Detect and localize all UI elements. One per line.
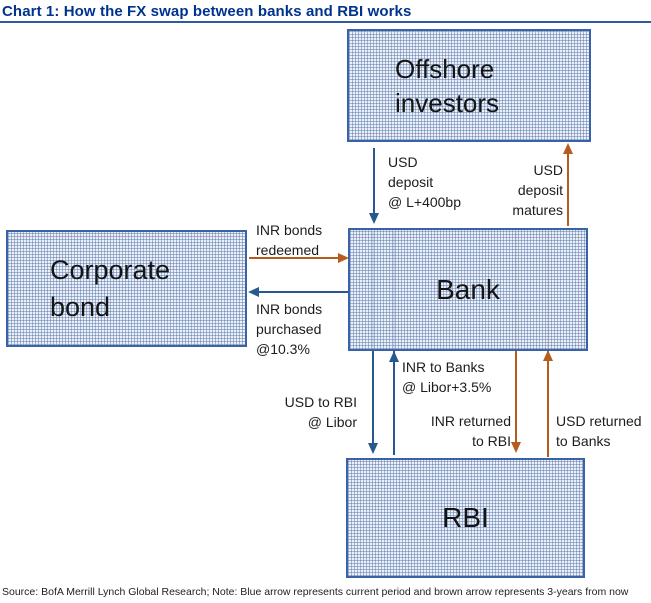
arrow-usd-deposit-matures-head-icon	[563, 143, 573, 154]
label-inr-bonds-redeemed: INR bonds redeemed	[256, 222, 323, 258]
node-offshore-investors: Offshore investors	[347, 29, 591, 142]
label-inr-returned: INR returned to RBI	[430, 413, 511, 449]
label-usd-deposit: USD deposit @ L+400bp	[388, 154, 461, 210]
arrow-inr-to-banks-head-icon	[389, 351, 399, 362]
node-corporate-bond-label: Corporate bond	[50, 254, 171, 322]
node-rbi: RBI	[346, 458, 585, 578]
label-usd-to-rbi: USD to RBI @ Libor	[284, 394, 357, 430]
label-inr-to-banks: INR to Banks @ Libor+3.5%	[402, 359, 492, 395]
arrow-usd-returned-head-icon	[543, 350, 553, 361]
title-underline	[0, 21, 651, 23]
arrow-usd-to-rbi-head-icon	[368, 443, 378, 454]
arrow-inr-bonds-redeemed-line	[249, 257, 340, 259]
node-corporate-bond: Corporate bond	[6, 230, 247, 347]
arrow-usd-deposit-matures-line	[567, 153, 569, 226]
label-inr-bonds-purchased: INR bonds purchased @10.3%	[256, 301, 323, 357]
arrow-inr-bonds-purchased-line	[258, 291, 348, 293]
label-usd-deposit-matures: USD deposit matures	[512, 162, 563, 218]
arrow-usd-deposit-head-icon	[369, 213, 379, 224]
node-bank-label: Bank	[436, 273, 500, 305]
arrow-inr-returned-head-icon	[511, 442, 521, 453]
label-usd-returned: USD returned to Banks	[556, 413, 642, 449]
chart-title: Chart 1: How the FX swap between banks a…	[2, 3, 412, 20]
node-offshore-investors-label: Offshore investors	[395, 53, 500, 118]
arrow-usd-deposit-line	[373, 148, 375, 215]
source-note: Source: BofA Merrill Lynch Global Resear…	[2, 586, 629, 598]
arrow-inr-bonds-purchased-head-icon	[248, 287, 259, 297]
node-bank: Bank	[348, 228, 588, 351]
node-rbi-label: RBI	[442, 502, 489, 533]
arrow-inr-bonds-redeemed-head-icon	[338, 253, 349, 263]
